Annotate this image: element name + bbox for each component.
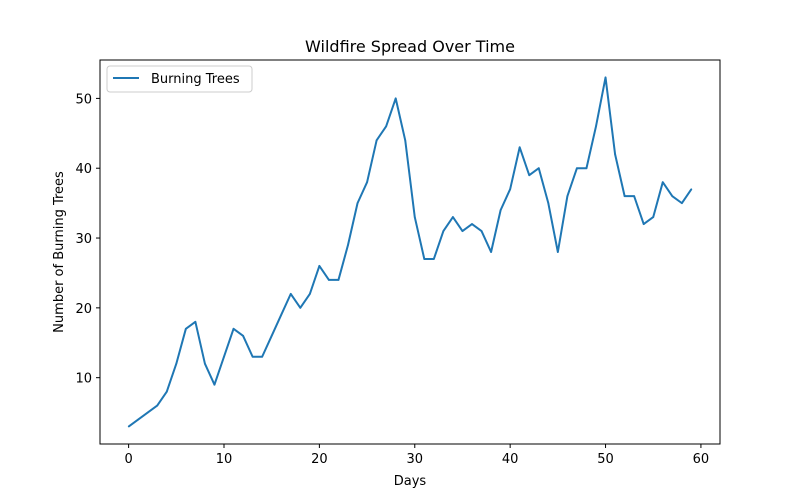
series-line-burning-trees [128,76,693,428]
legend: Burning Trees [106,65,253,93]
data-point [452,216,454,218]
data-point [652,216,655,218]
data-point [518,146,521,149]
x-axis-ticks: 0 10 20 30 40 50 60 [124,444,709,467]
data-point [547,202,550,204]
data-point [690,188,693,190]
data-point [681,202,683,204]
data-point [413,216,416,218]
data-point [289,293,292,295]
data-point [604,76,607,79]
plot-area [99,59,721,445]
data-point [261,355,263,358]
data-point [194,321,197,323]
data-point [375,139,378,142]
data-point [423,258,426,260]
plot-frame [99,59,721,445]
data-point [557,251,559,253]
y-tick-label: 10 [75,372,92,387]
data-point [528,174,531,176]
legend-box [106,65,253,93]
data-point [328,279,330,281]
data-point [156,404,159,407]
data-point [366,181,368,183]
data-point [337,279,340,281]
data-point [223,355,225,358]
y-tick-label: 50 [75,92,92,107]
data-point [251,355,254,358]
data-point [509,188,511,190]
data-point [585,167,588,170]
y-tick-label: 30 [75,232,92,247]
data-point [595,125,597,128]
data-point [404,139,407,142]
data-point [213,383,216,386]
data-point [165,390,168,393]
x-tick-label: 30 [406,452,423,467]
data-point [480,230,483,232]
x-tick-label: 60 [693,452,710,467]
data-point [623,195,626,197]
data-point [576,167,578,170]
data-point [347,244,349,246]
data-point [471,223,473,225]
x-tick-label: 20 [311,452,328,467]
data-point [232,328,235,330]
data-point [442,230,445,232]
y-tick-label: 40 [75,162,92,177]
data-point [175,362,178,365]
data-point [242,334,244,337]
plot-background [100,60,720,444]
data-point [614,153,616,156]
data-point [146,411,149,414]
y-axis-label: Number of Burning Trees [52,171,67,333]
data-point [566,195,569,197]
x-tick-label: 10 [216,452,233,467]
x-tick-label: 40 [502,452,519,467]
data-point [671,195,674,197]
data-point [185,328,187,330]
x-tick-label: 0 [124,452,132,467]
data-point [642,223,645,225]
data-point [356,202,359,204]
data-point [499,209,502,211]
data-point [394,97,397,100]
series-layer [127,76,693,428]
data-point [318,265,321,267]
data-point [127,425,130,428]
data-point [137,418,139,421]
data-point [490,251,492,253]
data-point [537,167,540,170]
y-axis-ticks: 10 20 30 40 50 [75,92,100,387]
data-point [280,314,283,316]
data-point [461,230,464,232]
data-point [309,293,311,295]
legend-label: Burning Trees [151,72,240,87]
data-point [633,195,635,197]
data-point [385,125,387,128]
data-point [270,334,273,337]
data-point [204,362,206,365]
chart-title: Wildfire Spread Over Time [305,37,515,56]
x-tick-label: 50 [597,452,614,467]
data-point [299,307,302,309]
data-point [433,258,435,260]
data-point [661,181,664,183]
y-tick-label: 20 [75,302,92,317]
x-axis-label: Days [394,474,427,489]
